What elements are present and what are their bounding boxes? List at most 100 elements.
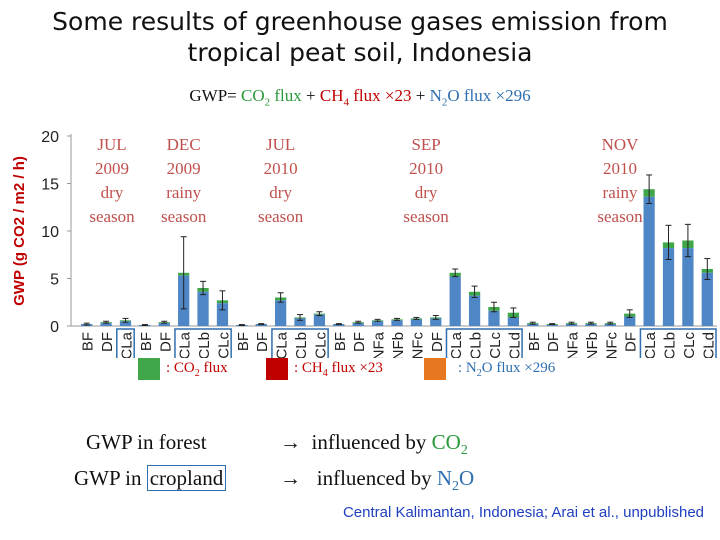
cropland-frame xyxy=(174,328,232,358)
category-label: NFc xyxy=(409,332,426,358)
category-label: CLb xyxy=(293,332,310,358)
category-label: CLc xyxy=(681,332,698,358)
bar xyxy=(158,323,170,326)
bar xyxy=(430,318,442,326)
category-label: NFa xyxy=(565,331,582,358)
formula-n2o: N2O flux ×296 xyxy=(429,86,531,109)
forest-label: GWP in forest xyxy=(86,430,207,454)
period-label: 2010 xyxy=(264,159,298,178)
period-label: 2010 xyxy=(409,159,443,178)
period-label: JUL xyxy=(266,135,295,154)
period-label: season xyxy=(89,207,135,226)
period-label: season xyxy=(597,207,643,226)
y-axis-label: GWP (g CO2 / m2 / h) xyxy=(11,156,28,306)
legend-ch4: : CH4 flux ×23 xyxy=(266,358,383,382)
bar xyxy=(624,316,636,326)
bar xyxy=(294,318,306,326)
bar xyxy=(410,319,423,326)
bar xyxy=(449,276,461,326)
category-label: DF xyxy=(429,332,446,352)
bar xyxy=(391,320,403,326)
category-label: CLc xyxy=(312,332,329,358)
bar xyxy=(682,248,694,326)
period-label: season xyxy=(258,207,304,226)
period-label: NOV xyxy=(602,135,640,154)
bar xyxy=(507,317,519,326)
formula-plus-2: + xyxy=(411,86,430,105)
formula-ch4: CH4 flux ×23 xyxy=(319,86,412,109)
legend-ch4-swatch xyxy=(266,358,288,380)
bar xyxy=(701,272,713,326)
y-tick-label: 20 xyxy=(41,129,59,146)
category-label: DF xyxy=(99,332,116,352)
bar xyxy=(371,321,384,326)
period-label: JUL xyxy=(97,135,126,154)
period-label: DEC xyxy=(167,135,201,154)
period-label: 2009 xyxy=(95,159,129,178)
y-tick-label: 0 xyxy=(50,319,59,336)
formula-co2: CO2 flux xyxy=(241,86,302,109)
period-label: season xyxy=(161,207,207,226)
category-label: CLb xyxy=(662,332,679,358)
source-credit: Central Kalimantan, Indonesia; Arai et a… xyxy=(342,504,704,521)
bar xyxy=(662,248,675,326)
category-label: CLb xyxy=(196,332,213,358)
category-label: CLc xyxy=(487,332,504,358)
category-label: DF xyxy=(157,332,174,352)
period-label: dry xyxy=(101,183,124,202)
cropland-frame xyxy=(445,328,523,358)
bar xyxy=(585,324,597,326)
slide-title: Some results of greenhouse gases emissio… xyxy=(0,6,720,68)
category-label: CLd xyxy=(700,332,717,358)
title-line-1: Some results of greenhouse gases emissio… xyxy=(52,7,668,36)
cropland-conclusion: → influenced by N2O xyxy=(280,466,475,495)
category-label: CLa xyxy=(177,331,194,358)
category-label: CLa xyxy=(118,331,135,358)
bar xyxy=(527,324,539,326)
y-tick-label: 15 xyxy=(41,177,59,194)
bar xyxy=(488,310,500,326)
category-label: DF xyxy=(351,332,368,352)
category-label: NFb xyxy=(584,332,601,358)
period-label: rainy xyxy=(603,183,638,202)
bar xyxy=(275,300,287,326)
formula-plus-1: + xyxy=(301,86,320,105)
gwp-formula: GWP= CO2 flux + CH4 flux ×23 + N2O flux … xyxy=(0,86,720,108)
period-label: 2009 xyxy=(167,159,201,178)
cropland-highlight: cropland xyxy=(146,465,227,491)
category-label: CLa xyxy=(448,331,465,358)
category-label: BF xyxy=(138,332,155,351)
legend-n2o-swatch xyxy=(424,358,446,380)
category-label: BF xyxy=(80,332,97,351)
forest-conclusion: → influenced by CO2 xyxy=(280,430,468,459)
bar xyxy=(216,303,229,326)
formula-prefix: GWP= xyxy=(189,86,242,105)
title-line-2: tropical peat soil, Indonesia xyxy=(187,38,533,67)
bar xyxy=(119,321,132,326)
y-tick-label: 10 xyxy=(41,224,59,241)
bar xyxy=(352,323,364,326)
category-label: CLd xyxy=(506,332,523,358)
bar xyxy=(100,323,112,326)
bar xyxy=(468,295,481,326)
cropland-frame xyxy=(116,328,135,358)
bar xyxy=(197,291,209,326)
period-label: season xyxy=(403,207,449,226)
period-label: rainy xyxy=(166,183,201,202)
category-label: BF xyxy=(235,332,252,351)
category-label: DF xyxy=(623,332,640,352)
category-label: CLa xyxy=(642,331,659,358)
category-label: NFa xyxy=(371,331,388,358)
legend-co2: : CO2 flux xyxy=(138,358,228,382)
legend-n2o: : N2O flux ×296 xyxy=(424,358,555,382)
cropland-label: GWP in cropland xyxy=(74,465,227,491)
category-label: DF xyxy=(545,332,562,352)
y-tick-label: 5 xyxy=(50,272,59,289)
cropland-frame xyxy=(271,328,329,358)
period-label: SEP xyxy=(411,135,440,154)
category-label: CLc xyxy=(215,332,232,358)
category-label: BF xyxy=(526,332,543,351)
bar xyxy=(546,325,558,326)
bar xyxy=(313,314,326,326)
